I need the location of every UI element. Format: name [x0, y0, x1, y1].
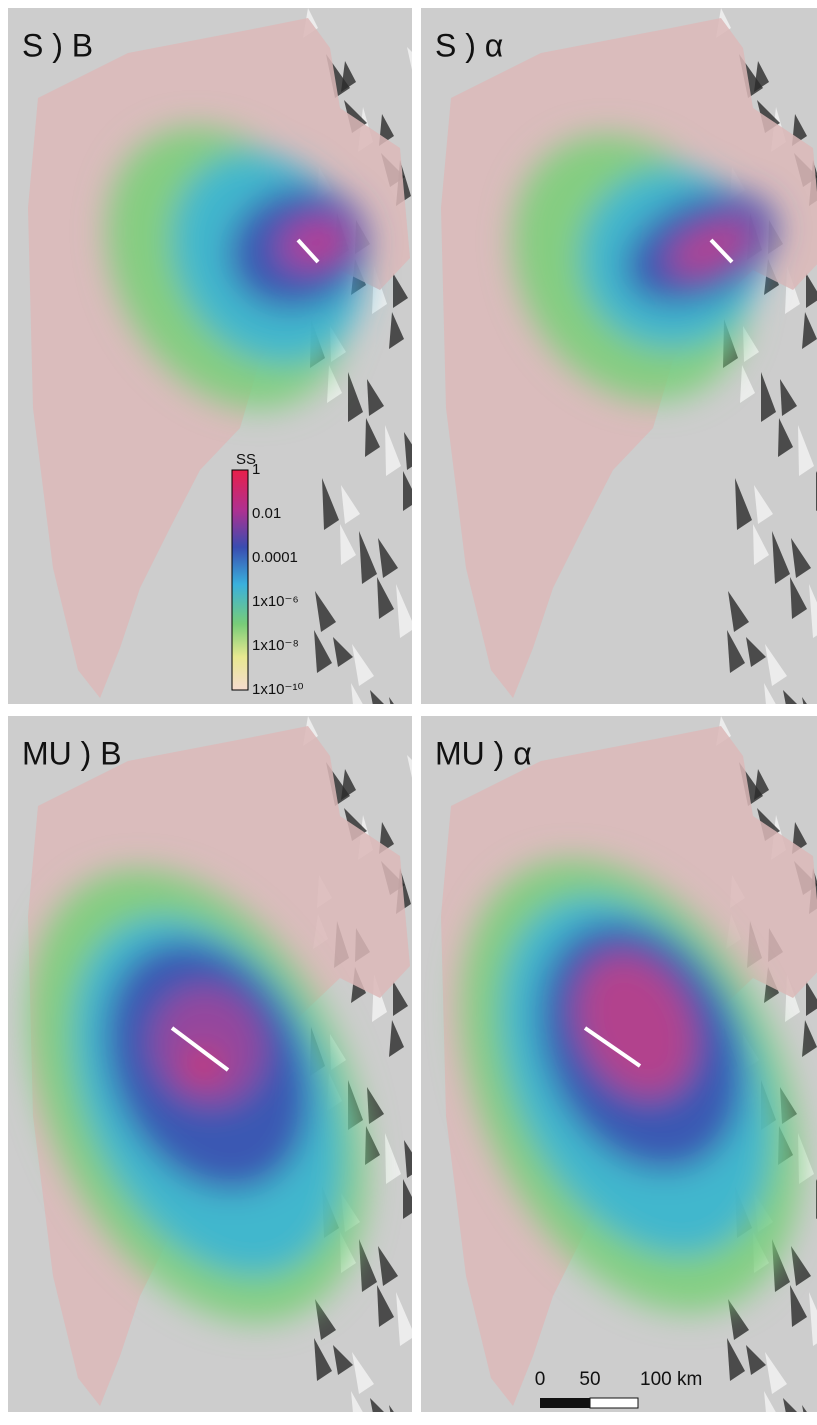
panel-label: S ) B	[22, 27, 93, 63]
colorbar-label: 0.01	[252, 505, 281, 522]
colorbar-label: 1x10⁻¹⁰	[252, 681, 303, 698]
scale-label: 0	[535, 1369, 546, 1390]
sensitivity-blob	[188, 1051, 218, 1081]
colorbar	[232, 470, 248, 690]
map-panel: S ) α	[421, 8, 817, 740]
colorbar-label: 1x10⁻⁸	[252, 637, 299, 654]
scale-bar-white	[590, 1398, 638, 1408]
panel-label: MU ) α	[435, 735, 532, 771]
scale-label: 50	[579, 1369, 600, 1390]
map-panel: MU ) α	[394, 716, 817, 1420]
sensitivity-blob	[318, 240, 338, 256]
mountain	[404, 432, 422, 470]
figure: S ) BS ) αMU ) BMU ) αSS10.010.00011x10⁻…	[0, 0, 817, 1420]
colorbar-label: 0.0001	[252, 549, 298, 566]
scale-label: 100 km	[640, 1369, 702, 1390]
mountain	[404, 1140, 422, 1178]
map-panel: MU ) B	[0, 716, 435, 1420]
scale-bar-black	[540, 1398, 590, 1408]
colorbar-label: 1x10⁻⁶	[252, 593, 299, 610]
panel-label: MU ) B	[22, 735, 122, 771]
map-panel: S ) B	[8, 8, 429, 740]
colorbar-label: 1	[252, 461, 260, 478]
panel-label: S ) α	[435, 27, 503, 63]
